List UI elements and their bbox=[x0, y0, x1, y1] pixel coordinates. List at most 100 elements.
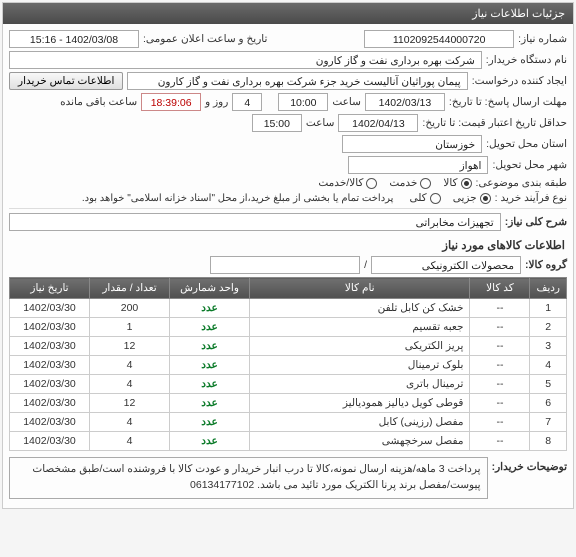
table-row[interactable]: 4--بلوک ترمینالعدد41402/03/30 bbox=[10, 356, 567, 375]
cell-qty: 200 bbox=[90, 299, 170, 318]
cell-unit: عدد bbox=[170, 299, 250, 318]
col-name: نام کالا bbox=[250, 278, 470, 299]
buytype-label: نوع فرآیند خرید : bbox=[495, 192, 567, 204]
desc-field: تجهیزات مخابراتی bbox=[9, 213, 501, 231]
cell-qty: 1 bbox=[90, 318, 170, 337]
cell-name: ترمینال باتری bbox=[250, 375, 470, 394]
goods-table: ردیف کد کالا نام کالا واحد شمارش تعداد /… bbox=[9, 277, 567, 451]
contact-button[interactable]: اطلاعات تماس خریدار bbox=[9, 72, 123, 90]
class-kala-radio[interactable]: کالا bbox=[443, 177, 471, 189]
cell-name: مفصل سرخچهشی bbox=[250, 432, 470, 451]
cell-date: 1402/03/30 bbox=[10, 394, 90, 413]
radio-icon bbox=[480, 193, 491, 204]
province-label: استان محل تحویل: bbox=[486, 138, 567, 150]
remain-label: ساعت باقی مانده bbox=[60, 96, 137, 108]
cell-date: 1402/03/30 bbox=[10, 356, 90, 375]
buyer-label: نام دستگاه خریدار: bbox=[486, 54, 567, 66]
group-field-2 bbox=[210, 256, 360, 274]
cell-code: -- bbox=[470, 299, 530, 318]
day-value-field: 4 bbox=[232, 93, 262, 111]
form-body: شماره نیاز: 1102092544000720 تاریخ و ساع… bbox=[3, 24, 573, 508]
table-row[interactable]: 8--مفصل سرخچهشیعدد41402/03/30 bbox=[10, 432, 567, 451]
cell-name: جعبه تقسیم bbox=[250, 318, 470, 337]
group-field-1: محصولات الکترونیکی bbox=[371, 256, 521, 274]
cell-code: -- bbox=[470, 318, 530, 337]
cell-row: 1 bbox=[530, 299, 567, 318]
city-label: شهر محل تحویل: bbox=[492, 159, 567, 171]
cell-qty: 4 bbox=[90, 413, 170, 432]
panel-title: جزئیات اطلاعات نیاز bbox=[3, 3, 573, 24]
time-label-1: ساعت bbox=[332, 96, 361, 108]
buytype-partial-radio[interactable]: جزیی bbox=[453, 192, 491, 204]
cell-code: -- bbox=[470, 413, 530, 432]
table-row[interactable]: 3--پریز الکتریکیعدد121402/03/30 bbox=[10, 337, 567, 356]
class-radio-group: کالا خدمت کالا/خدمت bbox=[318, 177, 471, 189]
cell-unit: عدد bbox=[170, 432, 250, 451]
details-panel: جزئیات اطلاعات نیاز شماره نیاز: 11020925… bbox=[2, 2, 574, 509]
col-row: ردیف bbox=[530, 278, 567, 299]
valid-label: حداقل تاریخ اعتبار قیمت: تا تاریخ: bbox=[422, 117, 567, 129]
table-row[interactable]: 7--مفصل (رزینی) کابلعدد41402/03/30 bbox=[10, 413, 567, 432]
class-khadamat-radio[interactable]: خدمت bbox=[389, 177, 431, 189]
creator-label: ایجاد کننده درخواست: bbox=[472, 75, 567, 87]
cell-unit: عدد bbox=[170, 337, 250, 356]
cell-row: 5 bbox=[530, 375, 567, 394]
class-both-radio[interactable]: کالا/خدمت bbox=[318, 177, 377, 189]
table-row[interactable]: 5--ترمینال باتریعدد41402/03/30 bbox=[10, 375, 567, 394]
radio-icon bbox=[430, 193, 441, 204]
table-row[interactable]: 1--خشک کن کابل تلفنعدد2001402/03/30 bbox=[10, 299, 567, 318]
table-header-row: ردیف کد کالا نام کالا واحد شمارش تعداد /… bbox=[10, 278, 567, 299]
cell-code: -- bbox=[470, 356, 530, 375]
notes-textarea[interactable]: پرداخت 3 ماهه/هزینه ارسال نمونه،کالا تا … bbox=[9, 457, 488, 499]
buytype-radio-group: جزیی کلی bbox=[409, 192, 490, 204]
cell-row: 4 bbox=[530, 356, 567, 375]
province-field: خوزستان bbox=[342, 135, 482, 153]
group-slash: / bbox=[364, 259, 367, 271]
buytype-full-radio[interactable]: کلی bbox=[409, 192, 440, 204]
col-unit: واحد شمارش bbox=[170, 278, 250, 299]
cell-name: مفصل (رزینی) کابل bbox=[250, 413, 470, 432]
cell-name: بلوک ترمینال bbox=[250, 356, 470, 375]
need-no-label: شماره نیاز: bbox=[518, 33, 567, 45]
cell-unit: عدد bbox=[170, 356, 250, 375]
cell-name: خشک کن کابل تلفن bbox=[250, 299, 470, 318]
col-code: کد کالا bbox=[470, 278, 530, 299]
announce-label: تاریخ و ساعت اعلان عمومی: bbox=[143, 33, 267, 45]
cell-row: 2 bbox=[530, 318, 567, 337]
cell-date: 1402/03/30 bbox=[10, 318, 90, 337]
valid-date-field: 1402/04/13 bbox=[338, 114, 418, 132]
col-date: تاریخ نیاز bbox=[10, 278, 90, 299]
cell-unit: عدد bbox=[170, 413, 250, 432]
cell-qty: 12 bbox=[90, 337, 170, 356]
cell-qty: 12 bbox=[90, 394, 170, 413]
cell-row: 7 bbox=[530, 413, 567, 432]
cell-qty: 4 bbox=[90, 375, 170, 394]
remain-value: 18:39:06 bbox=[141, 93, 201, 111]
creator-field: پیمان پوراثیان آنالیست خرید جزء شرکت بهر… bbox=[127, 72, 467, 90]
need-no-field: 1102092544000720 bbox=[364, 30, 514, 48]
desc-label: شرح کلی نیاز: bbox=[505, 216, 567, 228]
cell-unit: عدد bbox=[170, 394, 250, 413]
deadline-label: مهلت ارسال پاسخ: تا تاریخ: bbox=[449, 96, 567, 108]
cell-date: 1402/03/30 bbox=[10, 375, 90, 394]
group-label: گروه کالا: bbox=[525, 259, 567, 271]
cell-code: -- bbox=[470, 337, 530, 356]
col-qty: تعداد / مقدار bbox=[90, 278, 170, 299]
cell-date: 1402/03/30 bbox=[10, 337, 90, 356]
cell-unit: عدد bbox=[170, 318, 250, 337]
cell-name: پریز الکتریکی bbox=[250, 337, 470, 356]
deadline-time-field: 10:00 bbox=[278, 93, 328, 111]
announce-field: 1402/03/08 - 15:16 bbox=[9, 30, 139, 48]
radio-icon bbox=[461, 178, 472, 189]
cell-date: 1402/03/30 bbox=[10, 432, 90, 451]
cell-row: 3 bbox=[530, 337, 567, 356]
valid-time-field: 15:00 bbox=[252, 114, 302, 132]
buytype-note: پرداخت تمام یا بخشی از مبلغ خرید،از محل … bbox=[82, 193, 394, 204]
cell-row: 8 bbox=[530, 432, 567, 451]
cell-date: 1402/03/30 bbox=[10, 299, 90, 318]
table-row[interactable]: 6--قوطی کویل دیالیز همودیالیزعدد121402/0… bbox=[10, 394, 567, 413]
notes-label: توضیحات خریدار: bbox=[492, 457, 567, 473]
table-row[interactable]: 2--جعبه تقسیمعدد11402/03/30 bbox=[10, 318, 567, 337]
city-field: اهواز bbox=[348, 156, 488, 174]
cell-code: -- bbox=[470, 394, 530, 413]
